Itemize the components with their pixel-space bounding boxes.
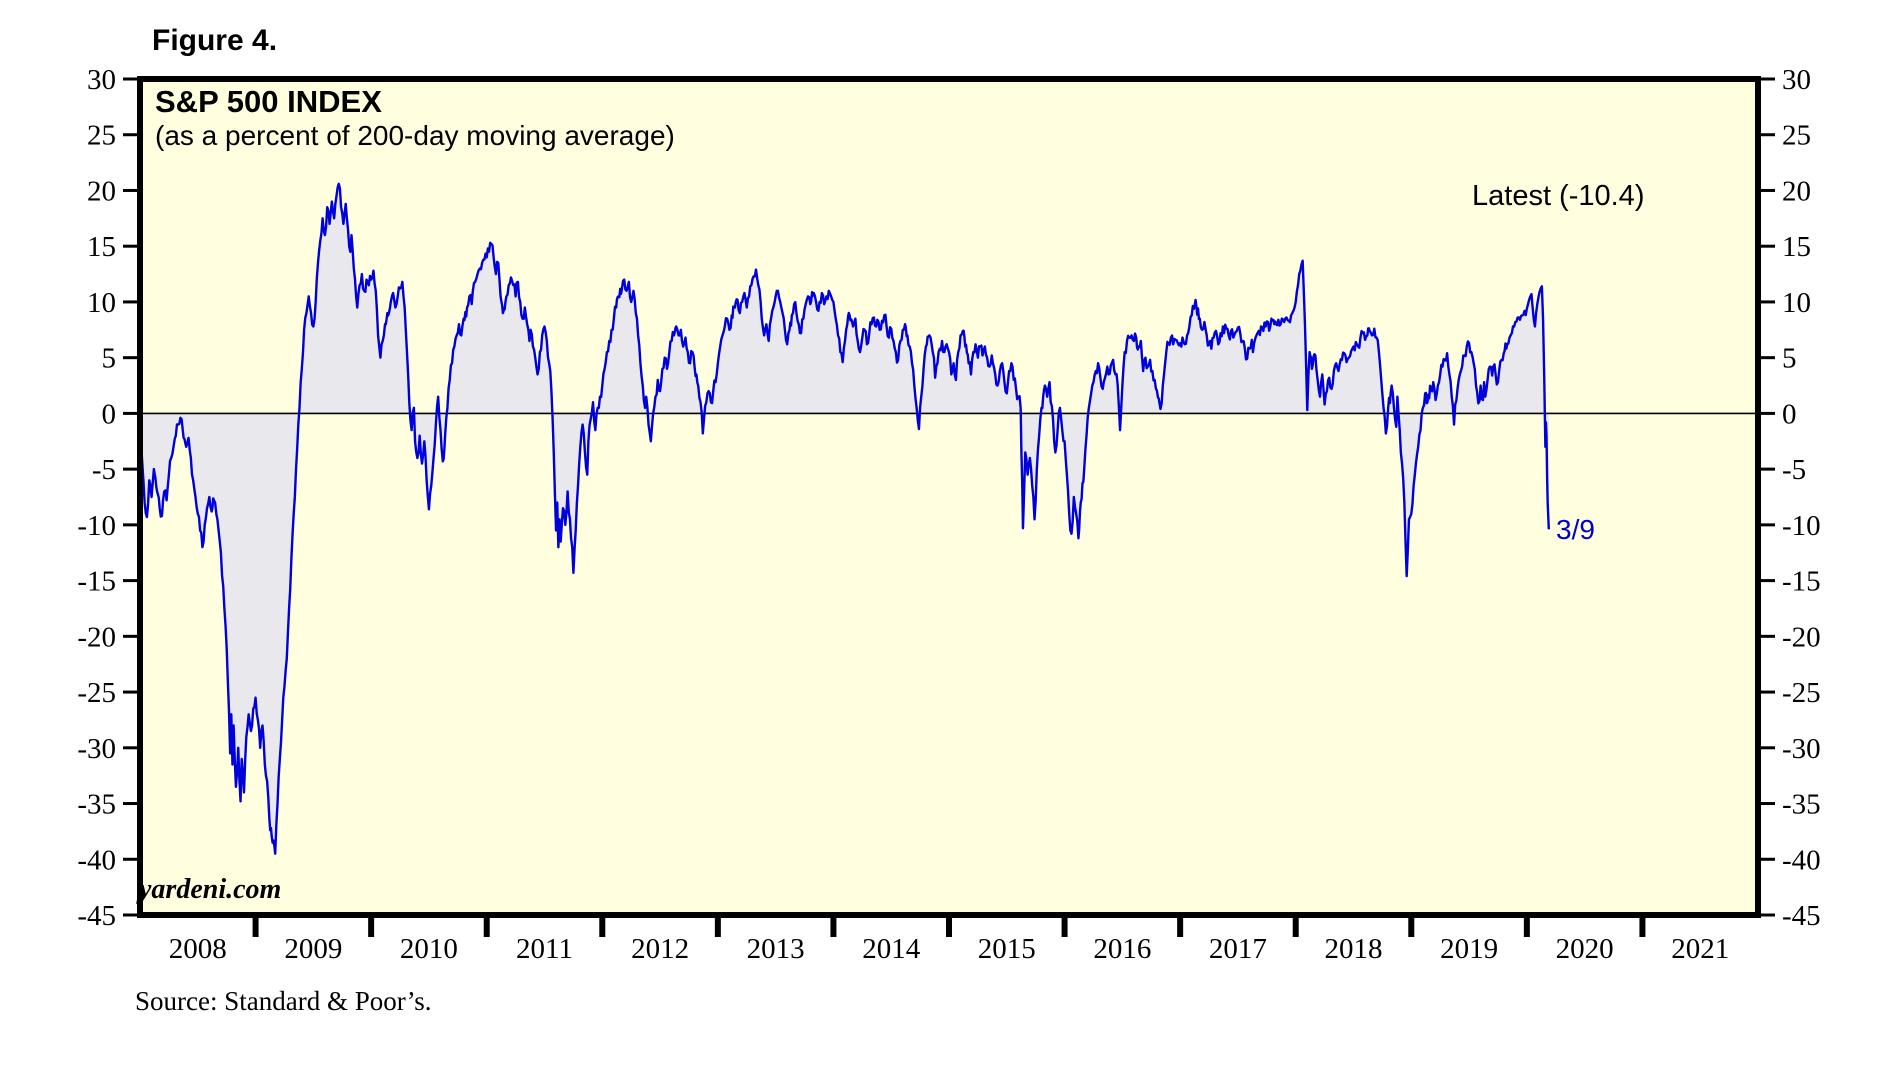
y-axis-label-left: -20: [77, 621, 116, 653]
y-axis-label-right: -20: [1782, 621, 1821, 653]
x-axis-year-label: 2021: [1671, 933, 1729, 965]
y-axis-label-right: -40: [1782, 844, 1821, 876]
x-axis-year-label: 2020: [1556, 933, 1614, 965]
y-axis-label-left: -40: [77, 844, 116, 876]
x-axis-year-label: 2016: [1093, 933, 1151, 965]
y-axis-label-right: -35: [1782, 789, 1821, 821]
x-axis-year-label: 2014: [862, 933, 921, 965]
y-axis-label-right: 20: [1782, 175, 1811, 207]
x-axis-year-label: 2019: [1440, 933, 1498, 965]
x-axis-year-label: 2009: [284, 933, 342, 965]
x-axis-year-label: 2008: [169, 933, 227, 965]
y-axis-label-left: -5: [92, 454, 116, 486]
sp500-series-line: [138, 182, 1551, 855]
y-axis-label-left: -45: [77, 900, 116, 932]
y-axis-label-right: 10: [1782, 287, 1811, 319]
x-axis-year-label: 2010: [400, 933, 458, 965]
y-axis-label-right: -25: [1782, 677, 1821, 709]
y-axis-label-right: -15: [1782, 566, 1821, 598]
x-axis-year-label: 2013: [747, 933, 805, 965]
chart-title: S&P 500 INDEX: [155, 84, 382, 119]
y-axis-label-left: 0: [102, 398, 117, 430]
y-axis-label-left: 5: [102, 343, 117, 375]
y-axis-label-right: 15: [1782, 231, 1811, 263]
y-axis-label-left: 30: [87, 64, 116, 96]
y-axis-label-right: 30: [1782, 64, 1811, 96]
y-axis-label-right: 5: [1782, 343, 1797, 375]
y-axis-label-right: -10: [1782, 510, 1821, 542]
y-axis-label-right: -5: [1782, 454, 1806, 486]
source-attribution: Source: Standard & Poor’s.: [135, 986, 432, 1016]
x-axis-year-label: 2015: [978, 933, 1036, 965]
x-axis-year-label: 2018: [1325, 933, 1383, 965]
yardeni-watermark: yardeni.com: [139, 874, 282, 905]
y-axis-label-left: 10: [87, 287, 116, 319]
y-axis-label-left: -30: [77, 733, 116, 765]
y-axis-label-left: -10: [77, 510, 116, 542]
y-axis-label-left: -35: [77, 789, 116, 821]
y-axis-label-right: -45: [1782, 900, 1821, 932]
y-axis-label-right: -30: [1782, 733, 1821, 765]
y-axis-label-left: -15: [77, 566, 116, 598]
latest-value-annotation: Latest (-10.4): [1472, 180, 1645, 212]
y-axis-label-right: 25: [1782, 120, 1811, 152]
y-axis-label-left: 20: [87, 175, 116, 207]
y-axis-label-left: 25: [87, 120, 116, 152]
chart-subtitle: (as a percent of 200-day moving average): [155, 120, 675, 151]
y-axis-label-right: 0: [1782, 398, 1797, 430]
x-axis-year-label: 2017: [1209, 933, 1267, 965]
x-axis-year-label: 2011: [516, 933, 573, 965]
y-axis-label-left: -25: [77, 677, 116, 709]
series-fill-area: [140, 183, 1549, 854]
x-axis-year-label: 2012: [631, 933, 689, 965]
plot-border: [137, 76, 1761, 918]
plot-background: [140, 79, 1758, 915]
last-date-annotation: 3/9: [1556, 514, 1595, 545]
figure-label: Figure 4.: [152, 24, 278, 57]
y-axis-label-left: 15: [87, 231, 116, 263]
